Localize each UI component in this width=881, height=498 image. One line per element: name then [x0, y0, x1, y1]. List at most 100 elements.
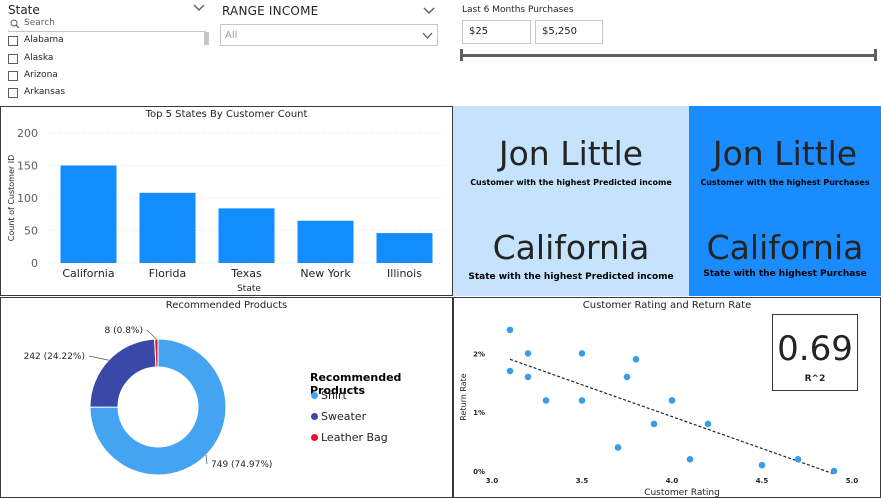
range-slider-track[interactable]: [462, 54, 876, 57]
kpi-card-predicted-income: Jon Little Customer with the highest Pre…: [453, 106, 689, 296]
range-income-selected: All: [225, 30, 238, 41]
scatter-point[interactable]: [578, 397, 586, 404]
x-tick-label: Florida: [149, 267, 186, 280]
scatter-point[interactable]: [830, 467, 838, 475]
bar-chart-title: Top 5 States By Customer Count: [145, 109, 308, 120]
state-item-label: Arizona: [24, 70, 58, 80]
bar-florida[interactable]: [139, 192, 196, 263]
checkbox[interactable]: [8, 36, 18, 46]
purchases-max-input[interactable]: $5,250: [535, 20, 603, 44]
legend-item-sweater[interactable]: Sweater: [310, 410, 450, 426]
scatter-point[interactable]: [623, 373, 631, 381]
kpi-top-purchase-customer-value: Jon Little: [712, 134, 858, 173]
donut-slice-leather-bag[interactable]: [154, 338, 159, 368]
kpi-top-income-customer-value: Jon Little: [498, 134, 644, 173]
donut-data-label: 8 (0.8%): [105, 326, 143, 336]
purchases-min-input[interactable]: $25: [462, 20, 531, 44]
scatter-point[interactable]: [758, 461, 766, 469]
legend-item-shirt[interactable]: Shirt: [310, 389, 450, 405]
kpi-top-income-customer-label: Customer with the highest Predicted inco…: [470, 178, 672, 187]
scatter-point[interactable]: [614, 444, 622, 451]
bar-chart: 0 50 100 150 200 California Florida Texas New Yo…: [7, 127, 444, 294]
legend-marker: [311, 434, 318, 441]
donut-slice-shirt[interactable]: [89, 338, 227, 476]
scatter-point[interactable]: [506, 326, 514, 334]
legend-item-leather-bag[interactable]: Leather Bag: [310, 431, 450, 447]
kpi-top-purchase-state-label: State with the highest Purchase: [703, 269, 867, 279]
chevron-down-icon[interactable]: [422, 4, 436, 18]
legend-marker: [311, 392, 318, 399]
bar-illinois[interactable]: [376, 233, 433, 263]
range-income-dropdown[interactable]: All: [220, 24, 438, 46]
state-item-arkansas[interactable]: Arkansas: [8, 86, 198, 100]
y-tick-label: 150: [17, 160, 38, 173]
x-tick-label: New York: [300, 267, 351, 280]
purchases-slicer-title: Last 6 Months Purchases: [462, 5, 574, 15]
range-slider-handle-min[interactable]: [460, 49, 463, 61]
scatter-point[interactable]: [506, 367, 514, 375]
donut-data-label: 749 (74.97%): [211, 460, 272, 470]
x-tick-label: Illinois: [387, 267, 422, 280]
chevron-down-icon: [422, 32, 433, 39]
x-tick-label: 3.5: [576, 477, 589, 485]
scatter-point[interactable]: [686, 455, 694, 463]
state-item-alaska[interactable]: Alaska: [8, 52, 198, 66]
scatter-point[interactable]: [524, 373, 532, 381]
scatter-point[interactable]: [578, 350, 586, 357]
y-axis-label: Return Rate: [459, 373, 468, 421]
scatter-point[interactable]: [668, 397, 676, 404]
scatter-point[interactable]: [524, 350, 532, 357]
leader-line: [88, 355, 109, 361]
checkbox[interactable]: [8, 71, 18, 81]
scatter-point[interactable]: [650, 420, 658, 428]
chevron-down-icon[interactable]: [192, 1, 206, 15]
x-axis-label: Customer Rating: [644, 488, 720, 497]
state-item-label: Alabama: [24, 35, 64, 45]
y-tick-label: 0%: [473, 468, 485, 476]
scatter-point[interactable]: [794, 455, 802, 463]
purchases-min-value: $25: [469, 26, 489, 37]
bar-new-york[interactable]: [297, 220, 354, 263]
kpi-card-purchases: Jon Little Customer with the highest Pur…: [689, 106, 881, 296]
kpi-top-purchase-state-value: California: [706, 228, 864, 267]
donut-slice-sweater[interactable]: [89, 338, 157, 408]
r-squared-label: R^2: [804, 374, 826, 384]
scatter-chart-title: Customer Rating and Return Rate: [582, 300, 752, 311]
range-slider-handle-max[interactable]: [874, 49, 877, 61]
search-placeholder: Search: [24, 18, 55, 28]
slicer-scrollbar[interactable]: [204, 32, 209, 45]
checkbox[interactable]: [8, 54, 18, 64]
leader-line: [146, 329, 157, 340]
leader-line: [205, 455, 208, 465]
y-tick-label: 1%: [473, 409, 485, 417]
range-income-title: RANGE INCOME: [222, 4, 319, 18]
checkbox[interactable]: [8, 88, 18, 98]
x-tick-label: California: [62, 267, 114, 280]
state-item-label: Alaska: [24, 53, 54, 63]
bar-california[interactable]: [60, 165, 117, 264]
y-tick-label: 0: [31, 257, 38, 270]
trend-line: [509, 358, 835, 475]
y-tick-label: 2%: [473, 350, 485, 358]
scatter-point[interactable]: [704, 420, 712, 428]
state-slicer-title: State: [8, 3, 40, 17]
x-tick-label: 3.0: [486, 477, 499, 485]
kpi-top-purchase-customer-label: Customer with the highest Purchases: [700, 178, 870, 187]
legend-label: Shirt: [321, 389, 347, 402]
y-tick-label: 50: [24, 225, 38, 238]
bar-texas[interactable]: [218, 208, 275, 263]
scatter-point[interactable]: [632, 355, 640, 363]
y-tick-label: 100: [17, 192, 38, 205]
scatter-point[interactable]: [542, 397, 550, 404]
state-item-arizona[interactable]: Arizona: [8, 69, 198, 83]
legend-label: Leather Bag: [321, 431, 388, 444]
state-item-alabama[interactable]: Alabama: [8, 34, 198, 48]
r-squared-card: 0.69 R^2: [772, 314, 858, 391]
bar-chart-panel: Top 5 States By Customer Count 0 50 100 150…: [0, 106, 453, 296]
x-tick-label: Texas: [230, 267, 262, 280]
kpi-panel: Jon Little Customer with the highest Pre…: [453, 106, 881, 296]
r-squared-value: 0.69: [777, 329, 853, 369]
state-search-input[interactable]: Search: [8, 17, 206, 32]
legend-title: Recommended Products: [310, 371, 402, 397]
purchases-max-value: $5,250: [542, 26, 577, 37]
